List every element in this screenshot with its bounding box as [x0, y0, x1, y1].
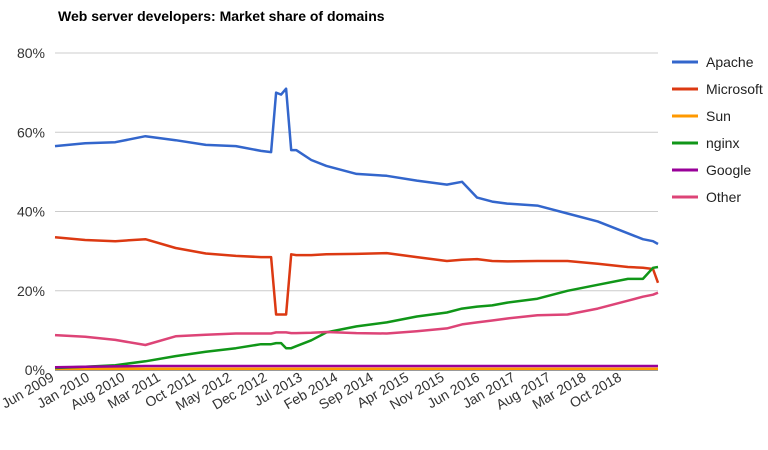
- series-line-microsoft: [54, 236, 660, 316]
- series-line-nginx: [54, 265, 659, 370]
- series-line-google: [54, 364, 658, 369]
- series-line-apache: [54, 87, 659, 246]
- y-tick-label: 0%: [25, 362, 45, 378]
- series-line-other: [54, 291, 659, 347]
- chart-title: Web server developers: Market share of d…: [58, 8, 385, 24]
- legend-label-apache: Apache: [706, 54, 754, 70]
- legend-label-nginx: nginx: [706, 135, 739, 151]
- y-tick-label: 20%: [17, 283, 45, 299]
- y-tick-label: 40%: [17, 204, 45, 220]
- legend-label-sun: Sun: [706, 108, 731, 124]
- legend-label-microsoft: Microsoft: [706, 81, 763, 97]
- y-tick-label: 60%: [17, 124, 45, 140]
- legend-label-other: Other: [706, 189, 741, 205]
- y-tick-label: 80%: [17, 45, 45, 61]
- legend-label-google: Google: [706, 162, 751, 178]
